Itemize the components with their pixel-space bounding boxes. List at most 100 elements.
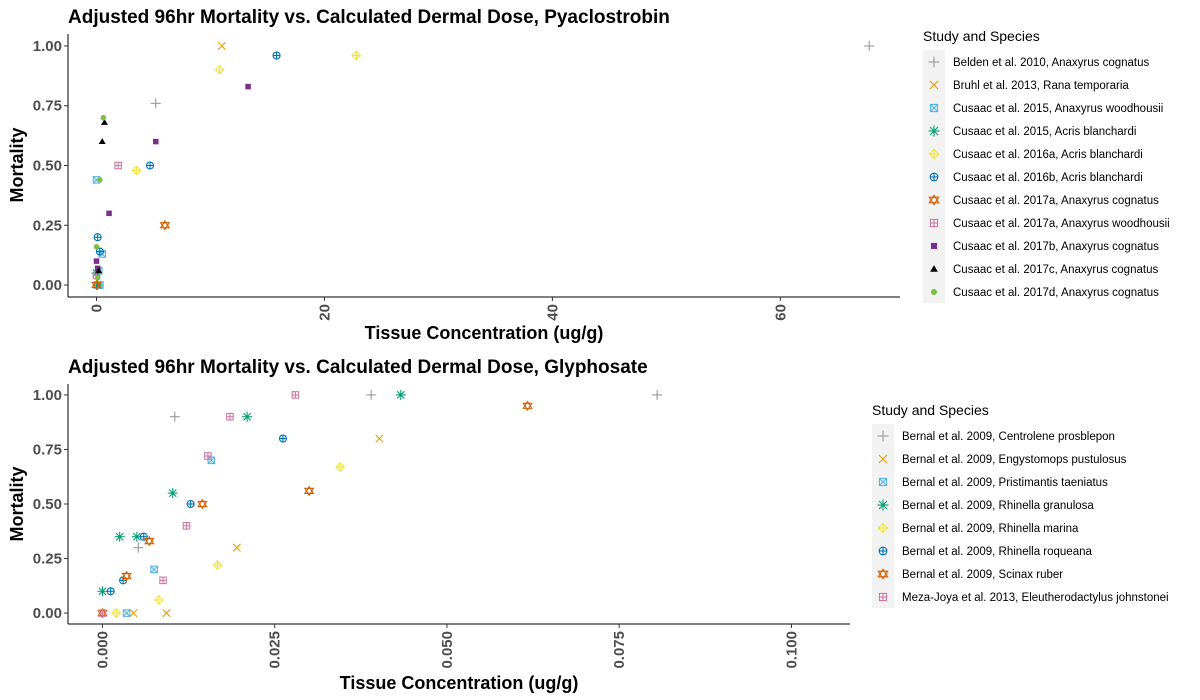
legend-item: Meza-Joya et al. 2013, Eleutherodactylus… bbox=[878, 592, 1169, 604]
data-point bbox=[98, 609, 107, 617]
x-tick-label: 40 bbox=[544, 304, 561, 321]
legend-label: Bernal et al. 2009, Rhinella roqueana bbox=[902, 546, 1092, 558]
data-point bbox=[93, 258, 100, 264]
legend-title: Study and Species bbox=[872, 402, 989, 418]
legend-label: Cusaac et al. 2015, Anaxyrus woodhousii bbox=[953, 103, 1163, 115]
data-point bbox=[133, 542, 144, 553]
data-point bbox=[100, 118, 108, 125]
x-tick-label: 0.075 bbox=[611, 631, 628, 669]
legend-label: Bernal et al. 2009, Rhinella marina bbox=[902, 523, 1079, 535]
data-point bbox=[153, 594, 164, 606]
legend-label: Cusaac et al. 2015, Acris blanchardi bbox=[953, 126, 1136, 138]
data-point bbox=[162, 608, 171, 618]
data-point bbox=[97, 586, 108, 597]
legend-item: Bernal et al. 2009, Engystomops pustulos… bbox=[878, 454, 1127, 466]
legend-key-diamond-plus bbox=[877, 522, 889, 534]
chart-title: Adjusted 96hr Mortality vs. Calculated D… bbox=[68, 7, 670, 28]
legend-key-diamond-plus bbox=[928, 148, 940, 160]
series-belden-et-al-2010-anaxyrus-cognatus bbox=[150, 40, 875, 109]
series-cusaac-et-al-2017a-anaxyrus-cognatus bbox=[91, 219, 171, 291]
x-axis-ticks: 0 20 40 60 bbox=[88, 297, 789, 321]
data-point bbox=[111, 608, 122, 619]
y-axis-title: Mortality bbox=[7, 127, 27, 202]
data-point bbox=[93, 244, 100, 250]
legend-label: Meza-Joya et al. 2013, Eleutherodactylus… bbox=[902, 592, 1169, 604]
data-point bbox=[351, 50, 362, 61]
data-point bbox=[217, 41, 227, 51]
series-bernal-et-al-2009-rhinella-marina bbox=[111, 461, 346, 619]
series-bernal-et-al-2009-scinax-ruber bbox=[97, 400, 533, 619]
legend-label: Cusaac et al. 2017d, Anaxyrus cognatus bbox=[953, 287, 1159, 299]
chart-title: Adjusted 96hr Mortality vs. Calculated D… bbox=[68, 357, 648, 378]
legend-label: Cusaac et al. 2017c, Anaxyrus cognatus bbox=[953, 264, 1158, 276]
data-point bbox=[522, 400, 533, 412]
legend: Study and Species Belden et al. 2010, An… bbox=[923, 28, 1170, 303]
legend-item: Cusaac et al. 2017b, Anaxyrus cognatus bbox=[930, 241, 1159, 253]
legend-key-square-cross bbox=[878, 477, 888, 487]
legend-label: Bernal et al. 2009, Centrolene prosblepo… bbox=[902, 431, 1115, 443]
y-axis-title: Mortality bbox=[7, 466, 27, 541]
data-point bbox=[335, 461, 346, 472]
legend-key-cross bbox=[929, 80, 939, 90]
data-point bbox=[278, 434, 288, 443]
data-points bbox=[91, 40, 875, 291]
data-point bbox=[93, 233, 102, 242]
data-point bbox=[91, 279, 102, 291]
data-point bbox=[242, 411, 253, 422]
legend-key-circle-plus bbox=[929, 172, 939, 182]
data-point bbox=[139, 532, 148, 541]
data-point bbox=[197, 498, 208, 510]
data-point bbox=[95, 267, 103, 274]
legend-item: Cusaac et al. 2017d, Anaxyrus cognatus bbox=[930, 287, 1159, 299]
data-point bbox=[114, 531, 125, 542]
data-point bbox=[94, 275, 101, 281]
legend-key-star-triangles bbox=[928, 194, 940, 206]
data-point bbox=[652, 389, 663, 400]
legend-label: Cusaac et al. 2017b, Anaxyrus cognatus bbox=[953, 241, 1159, 253]
data-point bbox=[144, 535, 155, 547]
data-point bbox=[114, 161, 122, 170]
y-tick-label: 0.75 bbox=[33, 441, 62, 458]
legend-key-asterisk bbox=[928, 125, 940, 137]
y-tick-label: 0.00 bbox=[33, 277, 62, 294]
legend-key-circle-plus bbox=[878, 546, 888, 556]
legend-label: Bernal et al. 2009, Rhinella granulosa bbox=[902, 500, 1094, 512]
legend-key-star-triangles bbox=[877, 568, 889, 580]
data-point bbox=[291, 391, 300, 399]
series-bernal-et-al-2009-rhinella-granulosa bbox=[97, 389, 406, 597]
series-bernal-et-al-2009-centrolene-prosblepon bbox=[133, 389, 663, 553]
data-point bbox=[169, 411, 180, 422]
x-axis-title: Tissue Concentration (ug/g) bbox=[340, 673, 579, 693]
y-tick-label: 1.00 bbox=[33, 387, 62, 404]
legend-item: Belden et al. 2010, Anaxyrus cognatus bbox=[928, 56, 1150, 69]
data-point bbox=[150, 98, 161, 109]
legend-key-triangle bbox=[930, 265, 938, 272]
x-tick-label: 0 bbox=[88, 304, 105, 312]
data-point bbox=[121, 570, 132, 582]
series-cusaac-et-al-2017b-anaxyrus-cognatus bbox=[93, 83, 251, 272]
x-tick-label: 0.050 bbox=[439, 631, 456, 669]
y-tick-label: 0.50 bbox=[33, 496, 62, 513]
data-point bbox=[159, 219, 171, 231]
data-point bbox=[214, 64, 225, 75]
series-cusaac-et-al-2017d-anaxyrus-cognatus bbox=[93, 114, 107, 281]
x-tick-label: 60 bbox=[772, 304, 789, 321]
series-bernal-et-al-2009-engystomops-pustulosus bbox=[129, 434, 384, 618]
data-point bbox=[204, 452, 212, 460]
legend-key-cross bbox=[878, 454, 888, 464]
data-point bbox=[106, 210, 112, 217]
data-point bbox=[226, 412, 234, 421]
chart-panel-glyphosate: Adjusted 96hr Mortality vs. Calculated D… bbox=[7, 357, 1169, 693]
data-point bbox=[272, 51, 281, 60]
y-tick-label: 0.50 bbox=[33, 158, 62, 175]
data-point bbox=[122, 609, 131, 617]
legend-item: Cusaac et al. 2016b, Acris blanchardi bbox=[929, 172, 1143, 184]
x-tick-label: 0.100 bbox=[783, 631, 800, 669]
legend-key-square-plus bbox=[878, 592, 888, 602]
series-cusaac-et-al-2016b-acris-blanchardi bbox=[93, 51, 281, 256]
data-point bbox=[146, 161, 155, 170]
legend-item: Cusaac et al. 2017c, Anaxyrus cognatus bbox=[930, 264, 1158, 276]
legend-item: Bruhl et al. 2013, Rana temporaria bbox=[929, 80, 1129, 92]
legend-label: Cusaac et al. 2016b, Acris blanchardi bbox=[953, 172, 1143, 184]
y-tick-label: 0.25 bbox=[33, 217, 62, 234]
